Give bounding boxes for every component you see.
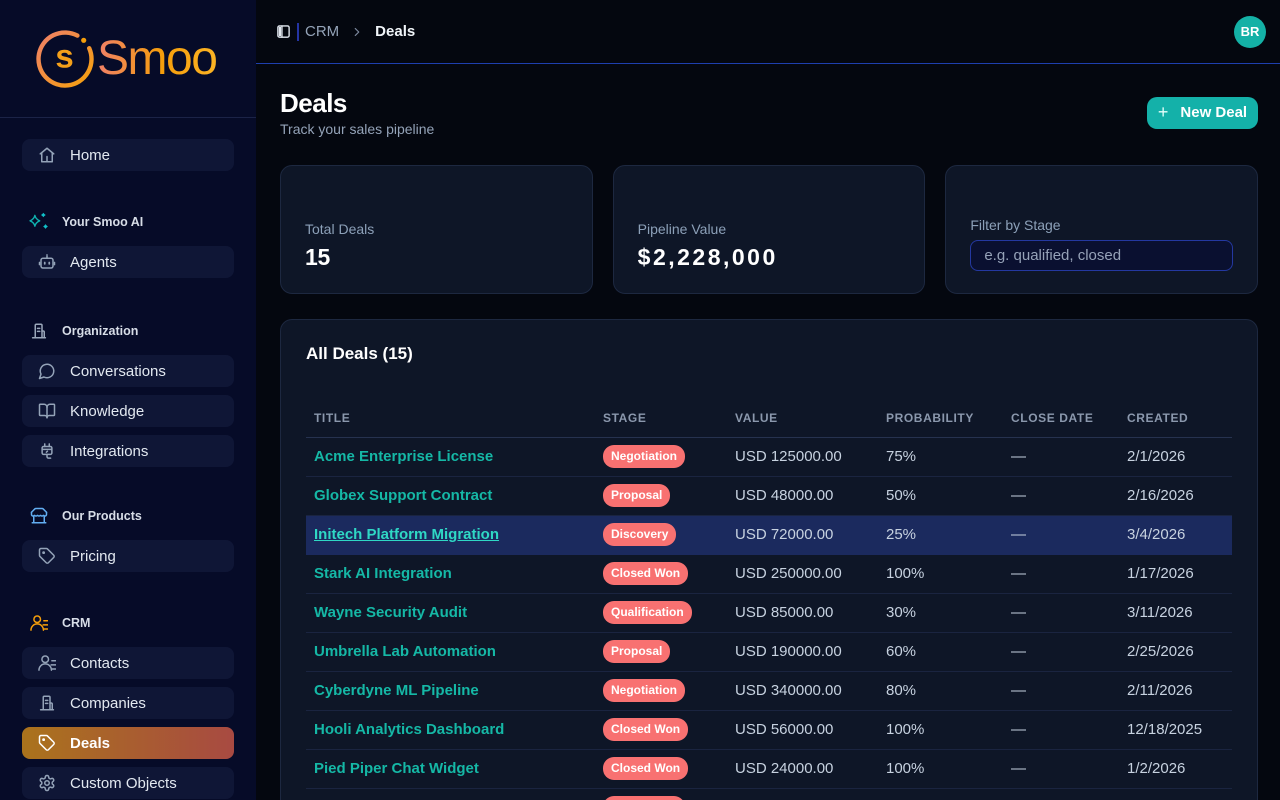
svg-text:s: s	[55, 37, 73, 74]
